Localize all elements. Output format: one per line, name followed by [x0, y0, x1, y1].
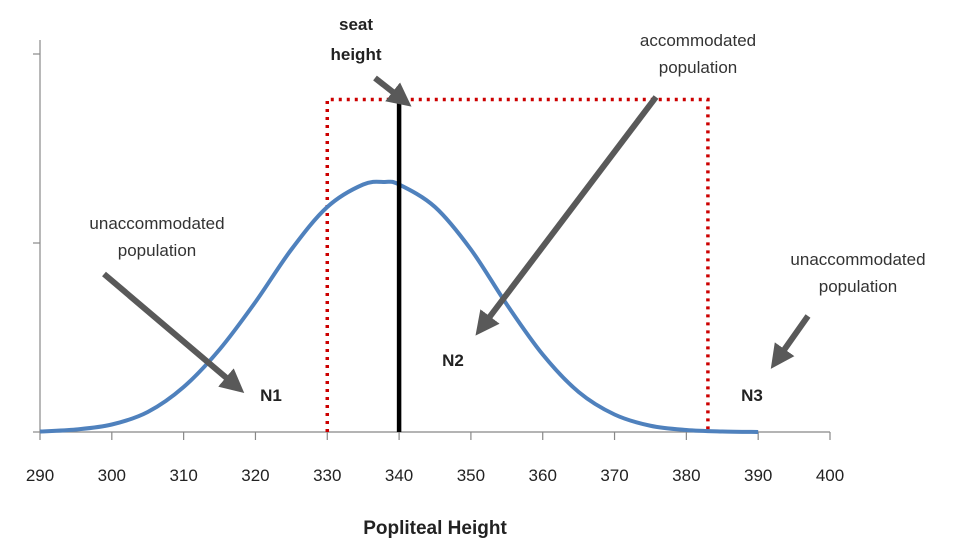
n1-label: N1 — [260, 386, 282, 405]
x-tick-label: 300 — [98, 466, 126, 485]
right-unaccommodated-label-line2: population — [819, 277, 897, 296]
x-ticks: 290 300 310 320 330 340 350 360 370 380 390 400 — [26, 432, 844, 485]
arrow-accommodated — [475, 95, 659, 336]
accommodated-range-box — [325, 97, 710, 432]
x-tick-label: 390 — [744, 466, 772, 485]
x-tick-label: 370 — [600, 466, 628, 485]
left-unaccommodated-label-line2: population — [118, 241, 196, 260]
x-tick-label: 360 — [529, 466, 557, 485]
accommodated-label-line2: population — [659, 58, 737, 77]
left-unaccommodated-label-line1: unaccommodated — [89, 214, 224, 233]
x-tick-label: 310 — [169, 466, 197, 485]
arrow-right-unaccommodated — [770, 314, 811, 369]
x-tick-label: 350 — [457, 466, 485, 485]
seat-height-label-line2: height — [331, 45, 382, 64]
x-tick-label: 290 — [26, 466, 54, 485]
x-tick-label: 400 — [816, 466, 844, 485]
x-tick-label: 380 — [672, 466, 700, 485]
n2-label: N2 — [442, 351, 464, 370]
arrow-seat-height — [373, 75, 412, 107]
right-unaccommodated-label-line1: unaccommodated — [790, 250, 925, 269]
seat-height-label-line1: seat — [339, 15, 373, 34]
y-ticks — [33, 53, 40, 433]
x-tick-label: 330 — [313, 466, 341, 485]
accommodated-label-line1: accommodated — [640, 31, 756, 50]
arrow-left-unaccommodated — [102, 271, 245, 393]
x-tick-label: 340 — [385, 466, 413, 485]
distribution-curve — [39, 179, 759, 434]
x-tick-label: 320 — [241, 466, 269, 485]
n3-label: N3 — [741, 386, 763, 405]
x-axis-title: Popliteal Height — [363, 518, 507, 539]
